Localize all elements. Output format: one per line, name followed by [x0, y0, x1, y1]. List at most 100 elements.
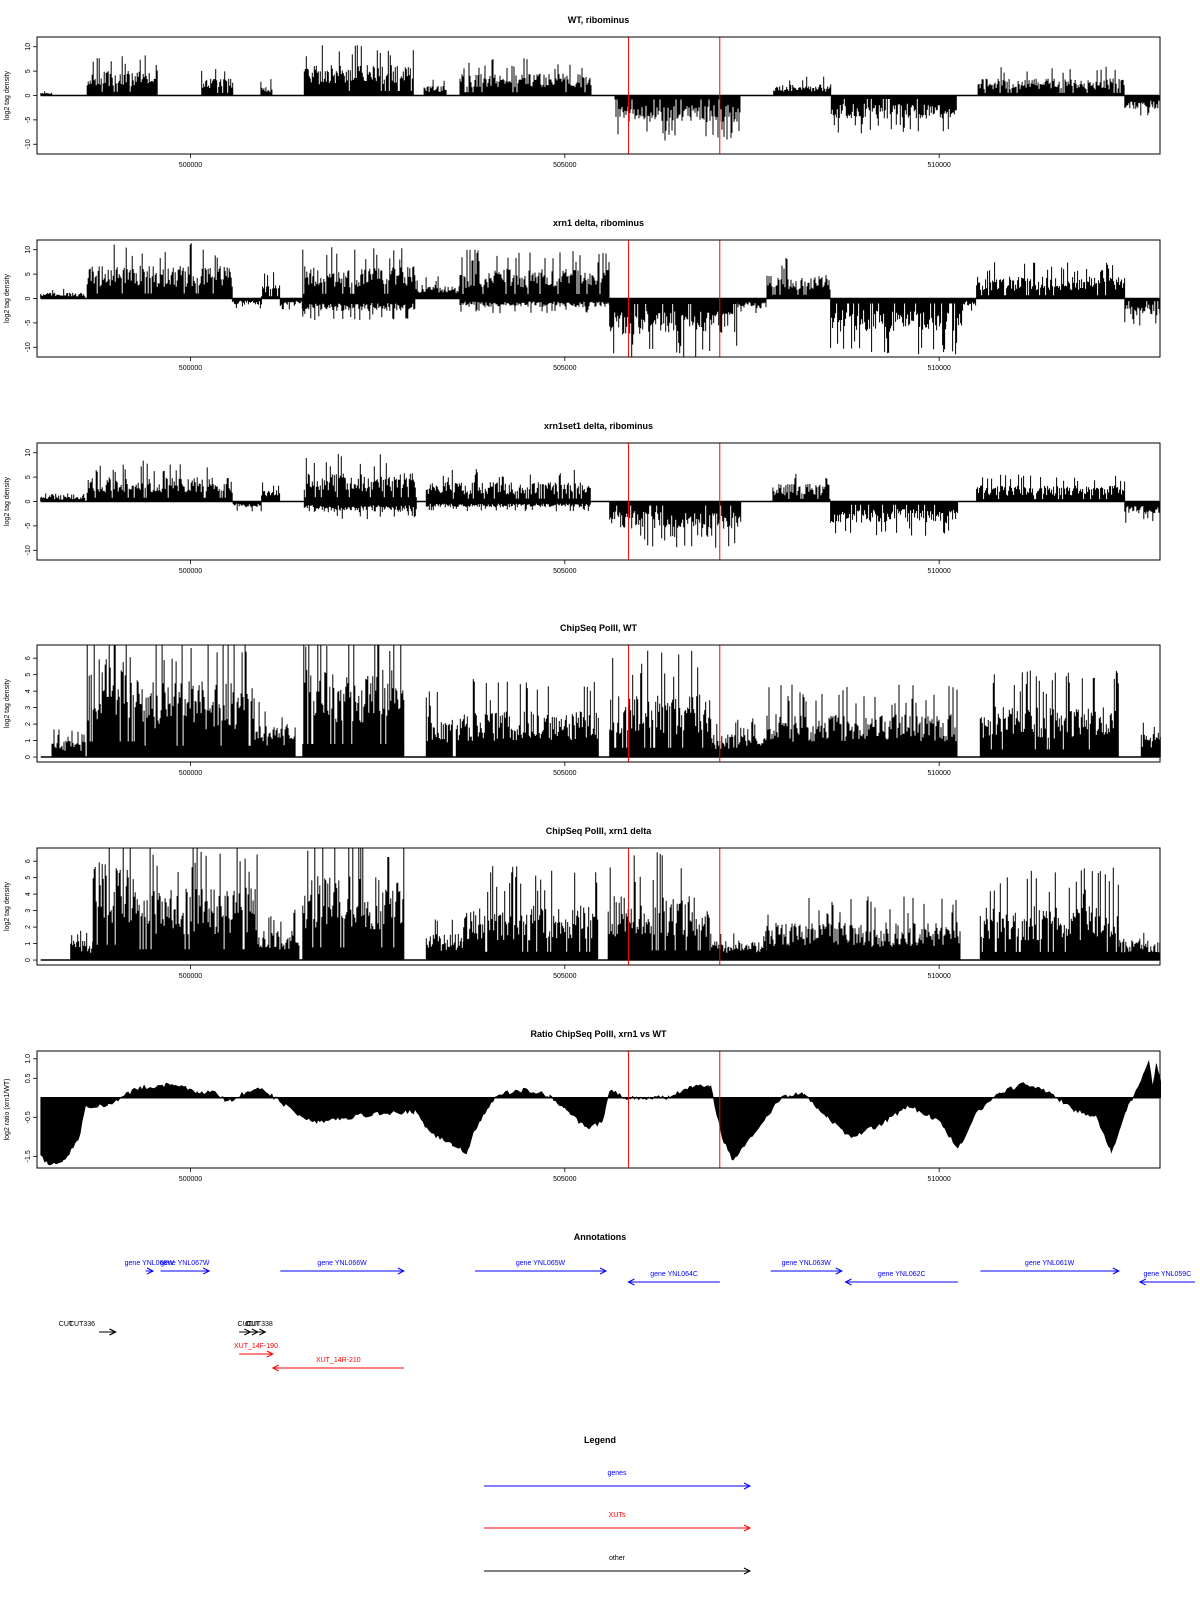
x-tick-label: 500000	[179, 365, 202, 372]
x-tick-label: 510000	[927, 162, 950, 169]
legend-label: other	[609, 1555, 626, 1562]
feature-xut: XUT_14R-210	[271, 1357, 404, 1372]
chart-panel-3: xrn1set1 delta, ribominus log2 tag densit…	[4, 421, 1161, 575]
legend-panel: Legend genes XUTs other	[484, 1435, 752, 1575]
feature-label: XUT_14F-190	[234, 1343, 278, 1350]
y-tick-label: 1	[25, 739, 32, 743]
y-tick-label: 10	[25, 43, 32, 51]
y-axis-label: log2 tag density	[4, 881, 11, 931]
x-tick-label: 500000	[179, 973, 202, 980]
feature-label: gene YNL067W	[160, 1260, 210, 1267]
x-tick-label: 505000	[553, 973, 576, 980]
feature-other: CUT336	[69, 1321, 117, 1336]
y-tick-label: 5	[25, 69, 32, 73]
x-tick-label: 505000	[553, 568, 576, 575]
arrow-head-icon	[1138, 1278, 1147, 1286]
plot-frame	[36, 847, 1161, 966]
feature-label: gene YNL059C	[1144, 1271, 1192, 1278]
chart-panel-6: Ratio ChipSeq PolII, xrn1 vs WT log2 rati…	[4, 1029, 1161, 1183]
feature-other: CUT338	[247, 1321, 273, 1336]
plot-frame	[36, 644, 1161, 763]
y-tick-label: 1.0	[25, 1054, 32, 1064]
arrow-head-icon	[271, 1364, 280, 1372]
feature-label: CUT	[59, 1321, 74, 1328]
feature-label: gene YNL063W	[782, 1260, 832, 1267]
y-tick-label: -5	[25, 320, 32, 326]
feature-label: CUT338	[247, 1321, 273, 1328]
x-tick-label: 500000	[179, 568, 202, 575]
legend-title: Legend	[584, 1435, 616, 1445]
y-tick-label: -5	[25, 117, 32, 123]
arrow-head-icon	[202, 1267, 211, 1275]
chart-title: Ratio ChipSeq PolII, xrn1 vs WT	[530, 1029, 667, 1039]
y-axis-label: log2 tag density	[4, 678, 11, 728]
y-tick-label: 1	[25, 942, 32, 946]
y-tick-label: 4	[25, 689, 32, 693]
x-tick-label: 500000	[179, 1176, 202, 1183]
chart-title: xrn1set1 delta, ribominus	[544, 421, 653, 431]
legend-label: genes	[607, 1470, 627, 1477]
chart-title: ChipSeq PolII, xrn1 delta	[546, 826, 653, 836]
arrow-head-icon	[146, 1267, 155, 1275]
feature-label: gene YNL066W	[317, 1260, 367, 1267]
arrow-head-icon	[259, 1328, 267, 1336]
y-tick-label: 3	[25, 909, 32, 913]
feature-label: gene YNL065W	[516, 1260, 566, 1267]
feature-label: gene YNL064C	[650, 1271, 698, 1278]
signal-bars	[51, 645, 1161, 758]
feature-gene: gene YNL065W	[474, 1260, 608, 1275]
signal-bars	[40, 45, 1161, 141]
feature-gene: gene YNL063W	[770, 1260, 843, 1275]
feature-label: gene YNL062C	[878, 1271, 926, 1278]
y-tick-label: 5	[25, 876, 32, 880]
arrow-head-icon	[1112, 1267, 1120, 1275]
y-tick-label: 0	[25, 499, 32, 503]
arrow-head-icon	[266, 1350, 274, 1358]
y-axis-label: log2 tag density	[4, 70, 11, 120]
legend-item: XUTs	[484, 1512, 752, 1532]
signal-bars	[40, 453, 1161, 548]
signal-bars	[40, 243, 1161, 357]
y-tick-label: -10	[25, 139, 32, 149]
chart-title: WT, ribominus	[568, 15, 630, 25]
arrow-head-icon	[743, 1567, 752, 1575]
plot-frame	[36, 1050, 1161, 1169]
arrow-head-icon	[743, 1482, 752, 1490]
y-tick-label: 10	[25, 246, 32, 254]
chart-panel-1: WT, ribominus log2 tag density -10 -5 0 5 10 50…	[4, 15, 1161, 169]
legend-item: other	[484, 1555, 752, 1575]
y-tick-label: 0	[25, 296, 32, 300]
legend-item: genes	[484, 1470, 752, 1490]
y-tick-label: 5	[25, 673, 32, 677]
chart-panel-4: ChipSeq PolII, WT log2 tag density 0 1 2 3 4 5 6…	[4, 623, 1161, 777]
y-tick-label: -1.5	[25, 1150, 32, 1162]
y-tick-label: 4	[25, 892, 32, 896]
y-axis-label: log2 ratio (xrn1/WT)	[4, 1079, 11, 1141]
y-tick-label: 5	[25, 475, 32, 479]
arrow-head-icon	[397, 1267, 405, 1275]
y-tick-label: 0	[25, 755, 32, 759]
arrow-head-icon	[743, 1524, 752, 1532]
x-tick-label: 510000	[927, 365, 950, 372]
x-tick-label: 510000	[927, 973, 950, 980]
feature-gene: gene YNL059C	[1138, 1271, 1195, 1286]
x-tick-label: 510000	[927, 568, 950, 575]
feature-xut: XUT_14F-190	[234, 1343, 278, 1358]
feature-label: XUT_14R-210	[316, 1357, 361, 1364]
ratio-area	[40, 1059, 1161, 1166]
y-tick-label: -0.5	[25, 1111, 32, 1123]
x-tick-label: 505000	[553, 1176, 576, 1183]
x-tick-label: 500000	[179, 162, 202, 169]
x-tick-label: 505000	[553, 162, 576, 169]
arrow-head-icon	[627, 1278, 635, 1286]
y-tick-label: -10	[25, 545, 32, 555]
y-axis-label: log2 tag density	[4, 273, 11, 323]
arrow-head-icon	[599, 1267, 608, 1275]
y-tick-label: 2	[25, 925, 32, 929]
y-tick-label: 2	[25, 722, 32, 726]
x-tick-label: 510000	[927, 770, 950, 777]
feature-label: gene YNL068W	[125, 1260, 175, 1267]
legend-label: XUTs	[609, 1512, 626, 1519]
y-tick-label: 3	[25, 706, 32, 710]
